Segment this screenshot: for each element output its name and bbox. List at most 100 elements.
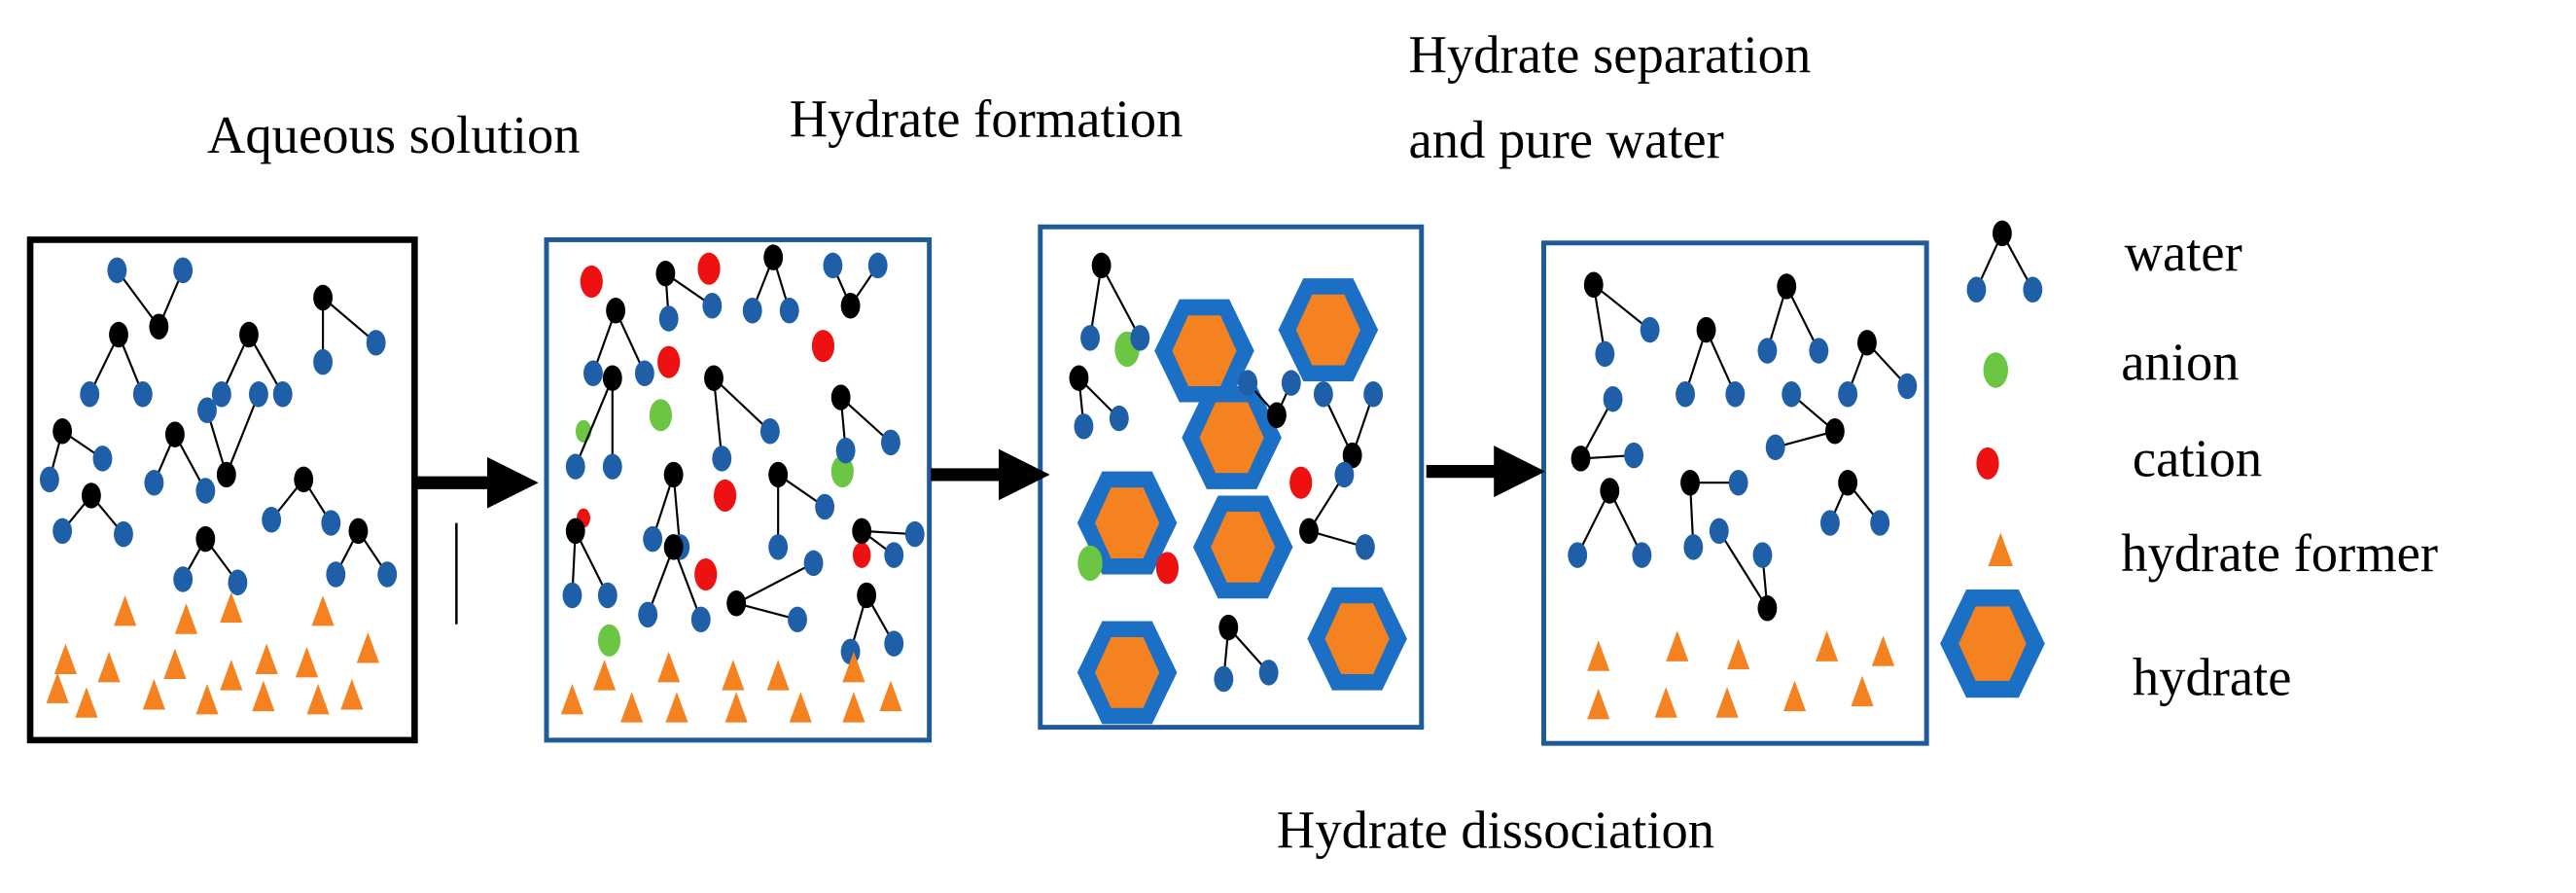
hydrate-former-icon: [195, 683, 219, 715]
hydrogen-atom-icon: [1870, 510, 1890, 536]
hydrate-former-icon: [1782, 680, 1807, 712]
hydrate-former-icon: [1587, 640, 1610, 671]
hydrogen-atom-icon: [643, 525, 663, 553]
hydrogen-atom-icon: [1568, 542, 1588, 568]
oxygen-atom-icon: [1680, 469, 1700, 496]
oxygen-atom-icon: [726, 590, 747, 617]
legend: water anion cation hydrate former hydrat…: [2121, 223, 2438, 707]
hydrogen-atom-icon: [1676, 381, 1695, 408]
hydrogen-atom-icon: [562, 582, 582, 609]
oxygen-atom-icon: [53, 418, 73, 445]
hydrate-former-icon: [163, 648, 187, 680]
hydrogen-atom-icon: [1080, 325, 1100, 351]
legend-cation-icon: [1976, 446, 1999, 480]
hydrogen-atom-icon: [313, 348, 333, 375]
hydrogen-atom-icon: [92, 446, 113, 472]
hydrogen-atom-icon: [759, 418, 780, 445]
hydrate-former-icon: [560, 683, 584, 715]
oxygen-atom-icon: [1696, 316, 1716, 343]
legend-label-hydrate-former: hydrate former: [2121, 523, 2438, 583]
oxygen-atom-icon: [239, 321, 259, 348]
hydrate-former-icon: [295, 646, 319, 678]
hydrogen-atom-icon: [884, 630, 904, 657]
anion-icon: [575, 419, 592, 443]
oxygen-atom-icon: [1824, 418, 1845, 445]
hydrogen-atom-icon: [823, 252, 843, 279]
hydrate-former-icon: [75, 687, 98, 718]
oxygen-atom-icon: [1583, 271, 1604, 298]
hydrate-former-icon: [311, 595, 335, 626]
hydrogen-atom-icon: [366, 330, 386, 356]
hydrogen-atom-icon: [815, 493, 835, 520]
hydrogen-atom-icon: [867, 252, 888, 279]
hydrogen-atom-icon: [248, 381, 268, 408]
oxygen-atom-icon: [663, 461, 684, 488]
hydrogen-atom-icon: [884, 542, 904, 568]
hydrogen-atom-icon: [1757, 338, 1778, 364]
stage-label-hydrate-separation-1: Hydrate separation: [1409, 24, 1812, 84]
cation-icon: [694, 557, 718, 591]
hydrate-former-icon: [592, 660, 617, 691]
hydrogen-atom-icon: [1782, 381, 1802, 408]
legend-anion-icon: [1983, 352, 2009, 388]
hydrogen-atom-icon: [658, 305, 679, 332]
hydrogen-atom-icon: [107, 257, 127, 284]
oxygen-atom-icon: [763, 244, 784, 270]
hydrate-former-icon: [842, 651, 865, 683]
water-bond: [672, 546, 702, 621]
hydrogen-atom-icon: [321, 510, 341, 536]
hydrate-former-icon: [255, 643, 278, 675]
anion-icon: [1077, 545, 1103, 582]
hydrate-former-icon: [46, 672, 69, 703]
water-bond: [1775, 430, 1836, 448]
cation-icon: [1155, 552, 1180, 585]
hydrogen-atom-icon: [1683, 534, 1704, 560]
oxygen-atom-icon: [1757, 595, 1778, 622]
hydrogen-atom-icon: [1765, 434, 1785, 461]
hydrogen-atom-icon: [1603, 385, 1623, 412]
stage-label-aqueous-solution: Aqueous solution: [207, 105, 581, 164]
hydrate-former-icon: [722, 660, 745, 691]
hydrogen-atom-icon: [228, 569, 248, 595]
hydrate-former-icon: [620, 692, 644, 723]
hydrogen-atom-icon: [211, 381, 231, 408]
hydrogen-atom-icon: [742, 298, 762, 324]
hydrate-former-icon: [306, 683, 330, 715]
cation-icon: [697, 252, 721, 285]
stage-label-hydrate-separation-2: and pure water: [1409, 110, 1724, 169]
hydrate-former-icon: [1715, 687, 1739, 718]
water-bond: [1576, 490, 1611, 556]
hydrogen-atom-icon: [602, 453, 622, 480]
water-bond: [225, 393, 260, 476]
anion-icon: [830, 455, 854, 488]
hydrogen-atom-icon: [1752, 542, 1773, 568]
stage-label-hydrate-formation: Hydrate formation: [790, 89, 1183, 149]
oxygen-atom-icon: [857, 582, 877, 609]
hydrogen-atom-icon: [788, 606, 807, 633]
hydrate-former-icon: [174, 603, 198, 634]
hydrate-former-icon: [665, 692, 688, 723]
hydrogen-atom-icon: [803, 550, 824, 577]
hydrogen-atom-icon: [53, 518, 73, 545]
hydrogen-atom-icon: [1728, 469, 1748, 496]
oxygen-atom-icon: [1857, 330, 1877, 356]
oxygen-atom-icon: [1299, 518, 1319, 545]
oxygen-atom-icon: [1091, 252, 1112, 279]
oxygen-atom-icon: [663, 534, 684, 560]
cation-icon: [1289, 466, 1313, 499]
hydrate-former-icon: [356, 632, 379, 663]
hydrate-former-icon: [789, 692, 812, 723]
water-bond: [735, 561, 815, 605]
hydrate-former-icon: [220, 591, 243, 624]
hydrate-former-icon: [1654, 687, 1677, 718]
hydrogen-atom-icon: [690, 606, 711, 633]
hydrogen-atom-icon: [1074, 413, 1094, 440]
hydrate-core-icon: [1324, 603, 1390, 675]
hydrogen-atom-icon: [262, 507, 282, 533]
hydrate-core-icon: [1095, 637, 1160, 708]
oxygen-atom-icon: [1992, 220, 2012, 247]
hydrate-former-icon: [724, 692, 748, 723]
oxygen-atom-icon: [1266, 402, 1287, 428]
hydrogen-atom-icon: [881, 429, 900, 456]
